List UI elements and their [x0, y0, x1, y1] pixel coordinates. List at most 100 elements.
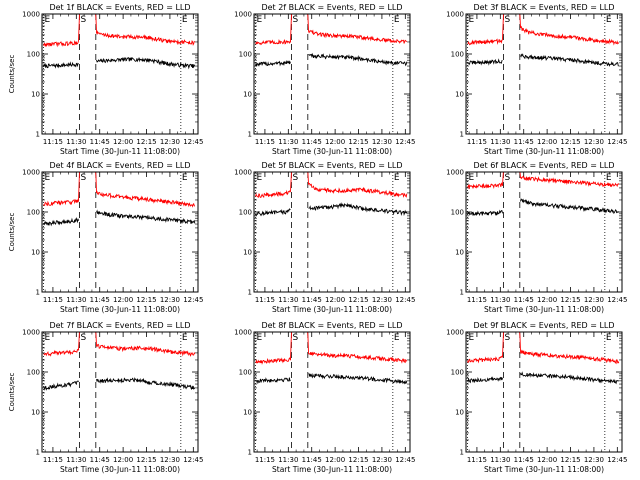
- x-tick-label: 11:45: [90, 296, 110, 304]
- x-tick-label: 11:30: [490, 456, 510, 464]
- y-axis-label: Counts/sec: [8, 373, 16, 412]
- y-tick-label: 100: [451, 369, 464, 377]
- x-tick-label: 11:30: [66, 296, 86, 304]
- event-marker-label: E: [182, 173, 188, 183]
- chart-panel: Det 7f BLACK = Events, RED = LLD Start Ti…: [8, 321, 203, 474]
- event-marker-label: S: [504, 333, 510, 343]
- x-tick-label: 12:15: [560, 456, 580, 464]
- y-tick-label: 1000: [22, 169, 40, 177]
- series-events-line: [520, 197, 620, 215]
- y-tick-label: 10: [31, 91, 40, 99]
- y-axis-label: Counts/sec: [8, 213, 16, 252]
- y-tick-label: 1: [248, 131, 252, 139]
- y-tick-label: 1: [460, 449, 464, 457]
- x-tick-label: 12:15: [348, 296, 368, 304]
- series-events-line: [308, 373, 408, 385]
- x-axis-label: Start Time (30-Jun-11 11:08:00): [60, 465, 180, 474]
- x-tick-label: 11:45: [302, 296, 322, 304]
- chart-title: Det 6f BLACK = Events, RED = LLD: [473, 161, 614, 170]
- event-marker-label: E: [606, 333, 612, 343]
- x-tick-label: 12:45: [607, 138, 627, 146]
- series-events-line: [308, 202, 408, 217]
- chart-title: Det 3f BLACK = Events, RED = LLD: [473, 3, 614, 12]
- x-tick-label: 12:00: [325, 456, 345, 464]
- series-lld-line: [43, 14, 196, 48]
- x-tick-label: 11:15: [43, 138, 63, 146]
- x-tick-label: 12:30: [160, 456, 180, 464]
- series-events-line: [255, 377, 291, 385]
- event-marker-label: S: [292, 15, 298, 25]
- y-tick-label: 10: [455, 91, 464, 99]
- series-events-line: [43, 61, 79, 69]
- event-marker-label: S: [504, 173, 510, 183]
- x-tick-label: 12:30: [584, 138, 604, 146]
- event-marker-label: E: [45, 15, 51, 25]
- x-tick-label: 11:15: [255, 456, 275, 464]
- y-tick-label: 1: [248, 289, 252, 297]
- y-tick-label: 100: [239, 209, 252, 217]
- x-tick-label: 11:30: [278, 456, 298, 464]
- series-lld-line: [467, 332, 620, 365]
- event-marker-label: E: [182, 15, 188, 25]
- x-tick-label: 12:45: [607, 296, 627, 304]
- y-tick-label: 1000: [22, 329, 40, 337]
- x-tick-label: 11:15: [43, 456, 63, 464]
- y-tick-label: 100: [239, 369, 252, 377]
- y-tick-label: 1: [460, 131, 464, 139]
- y-tick-label: 100: [451, 209, 464, 217]
- plot-frame: [253, 13, 411, 135]
- series-lld-line: [467, 14, 620, 46]
- x-tick-label: 12:15: [348, 456, 368, 464]
- x-tick-label: 11:15: [43, 296, 63, 304]
- chart-panel: Det 8f BLACK = Events, RED = LLD Start Ti…: [234, 321, 415, 474]
- event-marker-label: E: [606, 173, 612, 183]
- event-marker-label: E: [45, 173, 51, 183]
- series-events-line: [96, 209, 196, 225]
- series-events-line: [255, 208, 291, 217]
- series-events-line: [520, 371, 620, 385]
- series-events-line: [96, 377, 196, 391]
- plot-frame: [465, 13, 623, 135]
- y-tick-label: 10: [455, 409, 464, 417]
- x-axis-label: Start Time (30-Jun-11 11:08:00): [484, 147, 604, 156]
- plot-frame: [253, 331, 411, 453]
- x-tick-label: 12:45: [607, 456, 627, 464]
- chart-title: Det 4f BLACK = Events, RED = LLD: [49, 161, 190, 170]
- event-marker-label: E: [469, 173, 475, 183]
- x-tick-label: 12:30: [160, 138, 180, 146]
- y-tick-label: 1000: [22, 11, 40, 19]
- x-tick-label: 12:15: [348, 138, 368, 146]
- chart-title: Det 8f BLACK = Events, RED = LLD: [261, 321, 402, 330]
- series-events-line: [467, 58, 503, 66]
- x-tick-label: 11:15: [467, 456, 487, 464]
- x-tick-label: 12:45: [183, 296, 203, 304]
- plot-frame: [41, 331, 199, 453]
- x-tick-label: 12:45: [395, 456, 415, 464]
- x-axis-label: Start Time (30-Jun-11 11:08:00): [60, 305, 180, 314]
- event-marker-label: E: [257, 173, 263, 183]
- x-tick-label: 12:15: [136, 138, 156, 146]
- x-axis-label: Start Time (30-Jun-11 11:08:00): [484, 465, 604, 474]
- event-marker-label: E: [606, 15, 612, 25]
- x-tick-label: 12:30: [372, 456, 392, 464]
- x-tick-label: 11:30: [278, 296, 298, 304]
- event-marker-label: S: [80, 15, 86, 25]
- series-lld-line: [255, 14, 408, 46]
- x-tick-label: 12:00: [537, 138, 557, 146]
- y-axis-label: Counts/sec: [8, 55, 16, 94]
- series-events-line: [43, 380, 79, 391]
- x-axis-label: Start Time (30-Jun-11 11:08:00): [60, 147, 180, 156]
- y-tick-label: 10: [31, 249, 40, 257]
- x-tick-label: 12:30: [160, 296, 180, 304]
- x-tick-label: 11:45: [90, 456, 110, 464]
- event-marker-label: E: [394, 333, 400, 343]
- series-lld-line: [255, 332, 408, 365]
- y-tick-label: 1: [248, 449, 252, 457]
- x-tick-label: 12:30: [584, 296, 604, 304]
- chart-title: Det 9f BLACK = Events, RED = LLD: [473, 321, 614, 330]
- y-tick-label: 10: [243, 91, 252, 99]
- plot-frame: [253, 171, 411, 293]
- y-tick-label: 100: [239, 51, 252, 59]
- series-lld-line: [43, 172, 196, 208]
- event-marker-label: S: [292, 173, 298, 183]
